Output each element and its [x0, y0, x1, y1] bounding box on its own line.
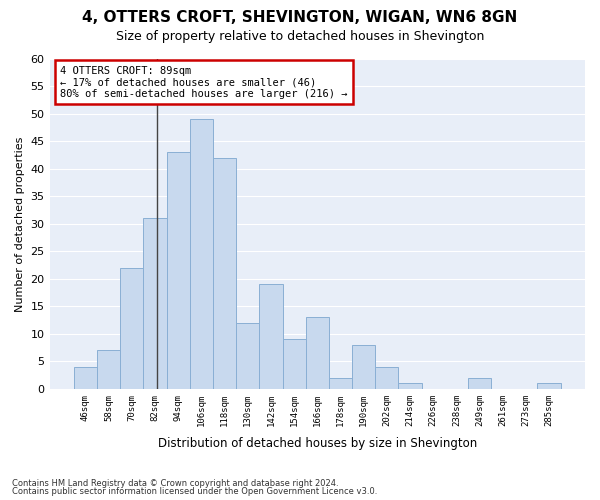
Bar: [190, 120, 213, 389]
Y-axis label: Number of detached properties: Number of detached properties: [15, 136, 25, 312]
Bar: [375, 367, 398, 389]
X-axis label: Distribution of detached houses by size in Shevington: Distribution of detached houses by size …: [158, 437, 477, 450]
Bar: [74, 367, 97, 389]
Bar: [398, 384, 422, 389]
Bar: [329, 378, 352, 389]
Text: Contains HM Land Registry data © Crown copyright and database right 2024.: Contains HM Land Registry data © Crown c…: [12, 478, 338, 488]
Text: 4, OTTERS CROFT, SHEVINGTON, WIGAN, WN6 8GN: 4, OTTERS CROFT, SHEVINGTON, WIGAN, WN6 …: [82, 10, 518, 25]
Bar: [305, 318, 329, 389]
Bar: [167, 152, 190, 389]
Bar: [259, 284, 283, 389]
Bar: [143, 218, 167, 389]
Bar: [538, 384, 560, 389]
Bar: [236, 323, 259, 389]
Text: 4 OTTERS CROFT: 89sqm
← 17% of detached houses are smaller (46)
80% of semi-deta: 4 OTTERS CROFT: 89sqm ← 17% of detached …: [60, 66, 348, 99]
Bar: [352, 345, 375, 389]
Bar: [97, 350, 120, 389]
Bar: [120, 268, 143, 389]
Text: Size of property relative to detached houses in Shevington: Size of property relative to detached ho…: [116, 30, 484, 43]
Bar: [283, 340, 305, 389]
Text: Contains public sector information licensed under the Open Government Licence v3: Contains public sector information licen…: [12, 487, 377, 496]
Bar: [213, 158, 236, 389]
Bar: [468, 378, 491, 389]
